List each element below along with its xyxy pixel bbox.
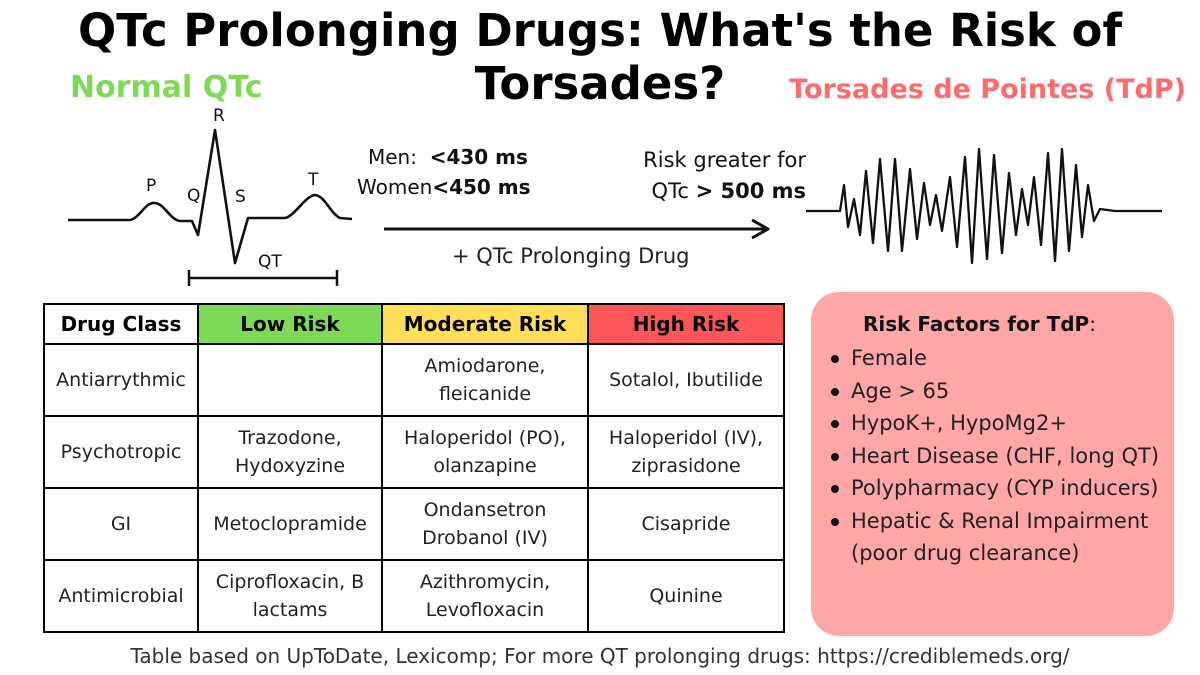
- bullet-icon: [831, 420, 839, 428]
- risk-greater-text: Risk greater for QTc > 500 ms: [640, 145, 806, 207]
- list-item: Female: [827, 342, 1167, 375]
- table-cell: Metoclopramide: [197, 487, 383, 561]
- list-item: Heart Disease (CHF, long QT): [827, 440, 1167, 473]
- table-header-row: Drug Class Low Risk Moderate Risk High R…: [43, 303, 785, 345]
- table-cell: GI: [43, 487, 199, 561]
- table-cell: Amiodarone, fleicanide: [381, 343, 589, 417]
- t-wave-label: T: [308, 170, 319, 190]
- list-item: Hepatic & Renal Impairment (poor drug cl…: [827, 505, 1167, 570]
- risk-factors-box: Risk Factors for TdP: Female Age > 65 Hy…: [811, 292, 1174, 636]
- table-cell: Ondansetron Drobanol (IV): [381, 487, 589, 561]
- table-cell: Psychotropic: [43, 415, 199, 489]
- women-label: Women: [357, 175, 433, 199]
- source-footer: Table based on UpToDate, Lexicomp; For m…: [130, 644, 1070, 668]
- torsades-ecg-trace: [806, 147, 1162, 265]
- table-cell: Antiarrythmic: [43, 343, 199, 417]
- table-cell: Sotalol, Ibutilide: [587, 343, 785, 417]
- progression-arrow: [384, 218, 770, 240]
- tdp-label: Torsades de Pointes (TdP): [789, 74, 1186, 105]
- header-high-risk: High Risk: [587, 303, 785, 345]
- table-cell: Trazodone, Hydoxyzine: [197, 415, 383, 489]
- r-wave-label: R: [213, 106, 225, 126]
- arrow-head-icon: [751, 218, 770, 240]
- bullet-icon: [831, 485, 839, 493]
- header-low-risk: Low Risk: [197, 303, 383, 345]
- men-threshold: Men: <430 ms: [368, 145, 528, 169]
- s-wave-label: S: [235, 187, 246, 207]
- risk-greater-value: > 500 ms: [695, 179, 806, 203]
- table-row: Antimicrobial Ciprofloxacin, B lactams A…: [43, 559, 785, 633]
- normal-qtc-label: Normal QTc: [70, 70, 263, 105]
- table-cell: Cisapride: [587, 487, 785, 561]
- header-moderate-risk: Moderate Risk: [381, 303, 589, 345]
- bullet-icon: [831, 387, 839, 396]
- table-row: GI Metoclopramide Ondansetron Drobanol (…: [43, 487, 785, 561]
- men-label: Men:: [368, 145, 417, 169]
- table-cell: Haloperidol (IV), ziprasidone: [587, 415, 785, 489]
- table-cell: Antimicrobial: [43, 559, 199, 633]
- risk-factors-list: Female Age > 65 HypoK+, HypoMg2+ Heart D…: [827, 342, 1167, 570]
- table-cell: Ciprofloxacin, B lactams: [197, 559, 383, 633]
- normal-ecg-trace: [68, 128, 353, 265]
- women-value: <450 ms: [432, 175, 531, 199]
- table-row: Antiarrythmic Amiodarone, fleicanide Sot…: [43, 343, 785, 417]
- risk-factors-title: Risk Factors for TdP:: [863, 312, 1096, 336]
- p-wave-label: P: [146, 176, 157, 196]
- bullet-icon: [831, 452, 839, 461]
- page-title: QTc Prolonging Drugs: What's the Risk of…: [77, 4, 1123, 110]
- q-wave-label: Q: [187, 186, 201, 206]
- bullet-icon: [831, 355, 839, 363]
- women-threshold: Women<450 ms: [357, 175, 531, 199]
- risk-greater-line1: Risk greater for: [643, 148, 806, 172]
- table-cell: Haloperidol (PO), olanzapine: [381, 415, 589, 489]
- torsades-ecg-diagram: [806, 147, 1162, 265]
- table-cell: [197, 343, 383, 417]
- table-row: Psychotropic Trazodone, Hydoxyzine Halop…: [43, 415, 785, 489]
- risk-greater-line2: QTc > 500 ms: [651, 179, 806, 203]
- table-cell: Azithromycin, Levofloxacin: [381, 559, 589, 633]
- list-item: Age > 65: [827, 375, 1167, 408]
- men-value: <430 ms: [429, 145, 528, 169]
- list-item: Polypharmacy (CYP inducers): [827, 472, 1167, 505]
- bullet-icon: [831, 517, 839, 526]
- normal-ecg-diagram: [68, 128, 353, 286]
- list-item: HypoK+, HypoMg2+: [827, 407, 1167, 440]
- qt-interval-label: QT: [258, 252, 282, 272]
- header-drug-class: Drug Class: [43, 303, 199, 345]
- arrow-caption: + QTc Prolonging Drug: [452, 244, 690, 268]
- table-cell: Quinine: [587, 559, 785, 633]
- drug-risk-table: Drug Class Low Risk Moderate Risk High R…: [43, 303, 785, 633]
